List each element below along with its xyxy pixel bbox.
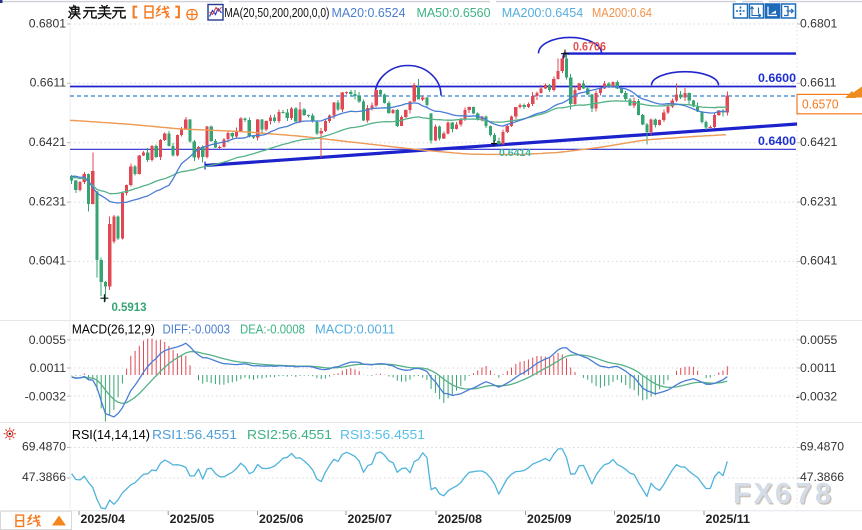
svg-text:2025/08: 2025/08: [438, 512, 483, 526]
svg-text:-0.0032: -0.0032: [25, 389, 67, 403]
svg-text:0.6041: 0.6041: [800, 254, 837, 268]
svg-text:7: 7: [797, 479, 813, 511]
svg-text:0.6421: 0.6421: [29, 135, 66, 149]
svg-text:0.6611: 0.6611: [30, 76, 67, 90]
svg-text:0.6611: 0.6611: [800, 76, 837, 90]
svg-text:2025/06: 2025/06: [259, 512, 304, 526]
svg-text:X: X: [755, 479, 775, 511]
svg-text:0.5913: 0.5913: [112, 300, 147, 314]
svg-text:MA20:0.6524: MA20:0.6524: [332, 5, 406, 20]
svg-text:0.6706: 0.6706: [573, 40, 606, 54]
svg-text:69.4870: 69.4870: [800, 440, 844, 454]
svg-text:8: 8: [815, 478, 831, 510]
svg-text:2025/11: 2025/11: [706, 512, 751, 526]
svg-text:DEA:-0.0008: DEA:-0.0008: [240, 323, 305, 337]
svg-text:2025/10: 2025/10: [616, 512, 661, 526]
svg-text:7: 7: [796, 478, 812, 510]
svg-text:6: 6: [775, 478, 791, 510]
svg-text:0.0011: 0.0011: [800, 361, 837, 375]
svg-text:47.3866: 47.3866: [800, 470, 844, 484]
svg-text:2025/09: 2025/09: [527, 512, 572, 526]
svg-text:0.6570: 0.6570: [802, 97, 839, 112]
svg-text:MACD:0.0011: MACD:0.0011: [315, 323, 395, 337]
svg-text:F: F: [734, 479, 752, 511]
svg-text:RSI(14,14,14): RSI(14,14,14): [72, 428, 150, 442]
svg-text:0.6414: 0.6414: [499, 147, 531, 159]
svg-text:0.6600: 0.6600: [758, 71, 796, 85]
svg-text:0.6041: 0.6041: [29, 254, 66, 268]
svg-text:0.6231: 0.6231: [800, 194, 837, 208]
svg-text:MA50:0.6560: MA50:0.6560: [417, 5, 491, 20]
svg-text:8: 8: [816, 479, 832, 511]
svg-text:69.4870: 69.4870: [22, 440, 66, 454]
svg-text:0.6801: 0.6801: [29, 16, 66, 30]
svg-text:0.6400: 0.6400: [758, 134, 796, 148]
svg-text:2025/04: 2025/04: [81, 512, 126, 526]
svg-text:F: F: [733, 478, 751, 510]
svg-text:2025/05: 2025/05: [170, 512, 215, 526]
svg-text:0.6801: 0.6801: [800, 16, 837, 30]
svg-text:RSI3:56.4551: RSI3:56.4551: [340, 428, 425, 442]
svg-text:RSI2:56.4551: RSI2:56.4551: [247, 428, 332, 442]
svg-text:2025/07: 2025/07: [348, 512, 393, 526]
svg-text:-0.0032: -0.0032: [796, 389, 838, 403]
svg-text:MACD(26,12,9): MACD(26,12,9): [72, 323, 155, 337]
svg-text:0.0055: 0.0055: [29, 333, 66, 347]
svg-text:RSI1:56.4551: RSI1:56.4551: [152, 428, 237, 442]
svg-text:X: X: [754, 478, 774, 510]
svg-text:MA200:0.6454: MA200:0.6454: [502, 5, 584, 20]
svg-text:47.3866: 47.3866: [22, 470, 66, 484]
svg-text:MA200:0.64: MA200:0.64: [592, 5, 652, 20]
svg-text:0.0055: 0.0055: [800, 333, 837, 347]
svg-text:0.6231: 0.6231: [29, 194, 66, 208]
svg-text:0.6421: 0.6421: [800, 135, 837, 149]
svg-text:0.0011: 0.0011: [30, 361, 67, 375]
svg-text:6: 6: [776, 479, 792, 511]
svg-text:DIFF:-0.0003: DIFF:-0.0003: [163, 323, 231, 337]
svg-text:MA(20,50,200,200,0,0): MA(20,50,200,200,0,0): [224, 5, 329, 20]
